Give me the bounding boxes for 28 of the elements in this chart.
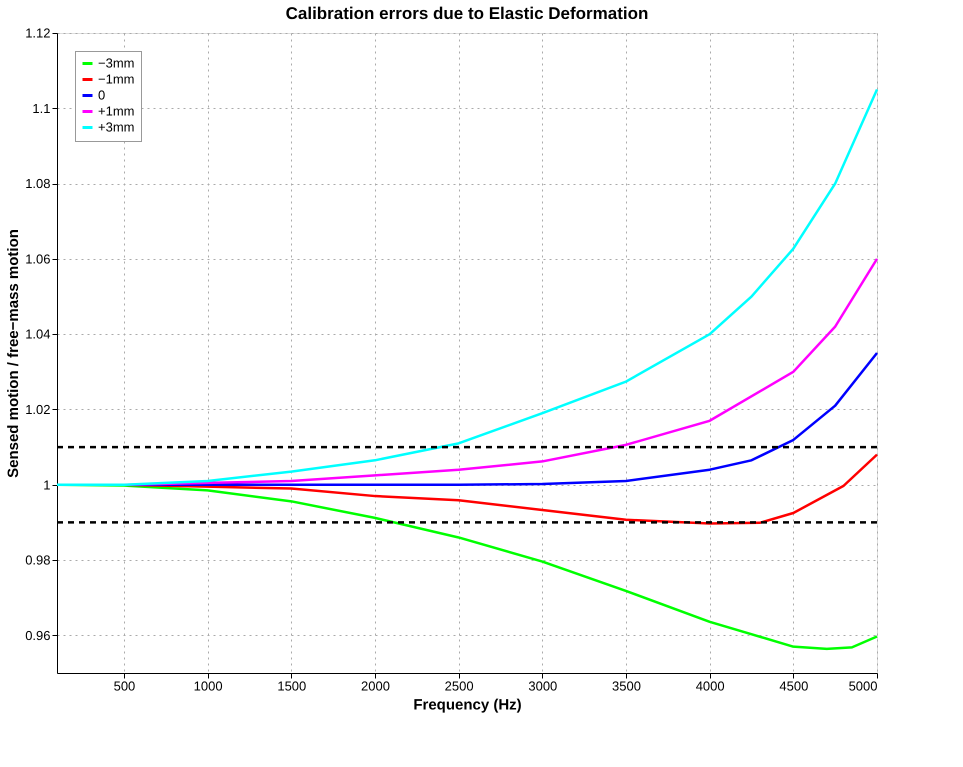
x-tick-label: 1000 [194, 678, 223, 694]
x-tick-label: 2000 [361, 678, 390, 694]
x-tick-label: 3000 [528, 678, 558, 694]
x-axis-title: Frequency (Hz) [413, 696, 522, 714]
y-tick-label: 1.06 [25, 251, 50, 266]
y-tick-label: 0.98 [25, 552, 50, 568]
x-tick-label: 5000 [848, 678, 878, 694]
y-tick-label: 1.02 [25, 402, 50, 417]
y-tick-label: 0.96 [25, 628, 50, 643]
x-tick-label: 4500 [779, 678, 808, 694]
x-tick-label: 2500 [444, 678, 474, 694]
legend-label: −3mm [98, 56, 134, 70]
y-tick-label: 1 [43, 477, 50, 492]
legend-label: 0 [98, 88, 106, 102]
y-tick-label: 1.1 [32, 100, 50, 116]
y-axis-title: Sensed motion / free−mass motion [5, 229, 22, 478]
y-tick-label: 1.04 [25, 326, 50, 342]
x-tick-label: 500 [114, 678, 136, 694]
line-series [56, 88, 878, 486]
x-tick-label: 4000 [696, 678, 725, 694]
legend-label: −1mm [98, 72, 134, 86]
y-tick-label: 1.08 [25, 176, 50, 192]
y-tick-label: 1.12 [25, 26, 50, 40]
chart-title: Calibration errors due to Elastic Deformation [286, 4, 648, 23]
x-tick-label: 1500 [277, 678, 306, 694]
legend-label: +3mm [98, 120, 134, 134]
legend-label: +1mm [98, 104, 134, 118]
x-tick-label: 3500 [612, 678, 641, 694]
